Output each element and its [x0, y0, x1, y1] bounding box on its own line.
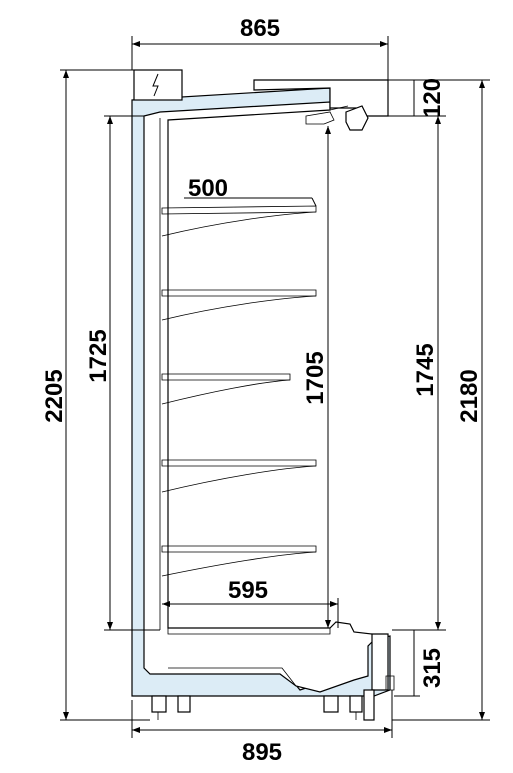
dim-base-height: 315	[419, 648, 446, 688]
dimension-lines	[60, 36, 490, 738]
shelf	[161, 205, 317, 237]
dim-shelf-span: 1705	[302, 351, 329, 404]
dim-shelf-depth: 500	[188, 175, 228, 202]
front-kickplate	[385, 675, 395, 691]
electrical-box	[133, 69, 183, 101]
shelf	[161, 459, 317, 493]
lightning-icon	[152, 73, 159, 97]
cabinet-body	[131, 69, 395, 721]
dim-canopy-height: 120	[419, 78, 446, 118]
dim-inner-height-left: 1725	[85, 329, 112, 382]
insulated-shell	[131, 87, 391, 697]
dim-opening-height: 1745	[412, 343, 439, 396]
feet	[151, 689, 375, 721]
base-deck	[167, 627, 331, 635]
dim-total-height: 2205	[41, 369, 68, 422]
shelf	[161, 373, 291, 405]
canopy-lamp-bracket	[329, 105, 349, 111]
dim-base-deck-depth: 595	[228, 577, 268, 604]
dim-top-width: 865	[240, 15, 280, 42]
canopy-light-fixture	[305, 111, 335, 125]
dim-bottom-width: 895	[242, 739, 282, 766]
shelves	[161, 205, 317, 577]
shelf	[161, 289, 317, 321]
dimension-labels: 865 895 500 595 2205 1725 1705 1745 2180…	[41, 15, 483, 766]
dim-overall-height-right: 2180	[456, 369, 483, 422]
shelf	[161, 545, 317, 577]
drain-pan	[168, 667, 297, 687]
canopy-lamp	[345, 105, 369, 131]
